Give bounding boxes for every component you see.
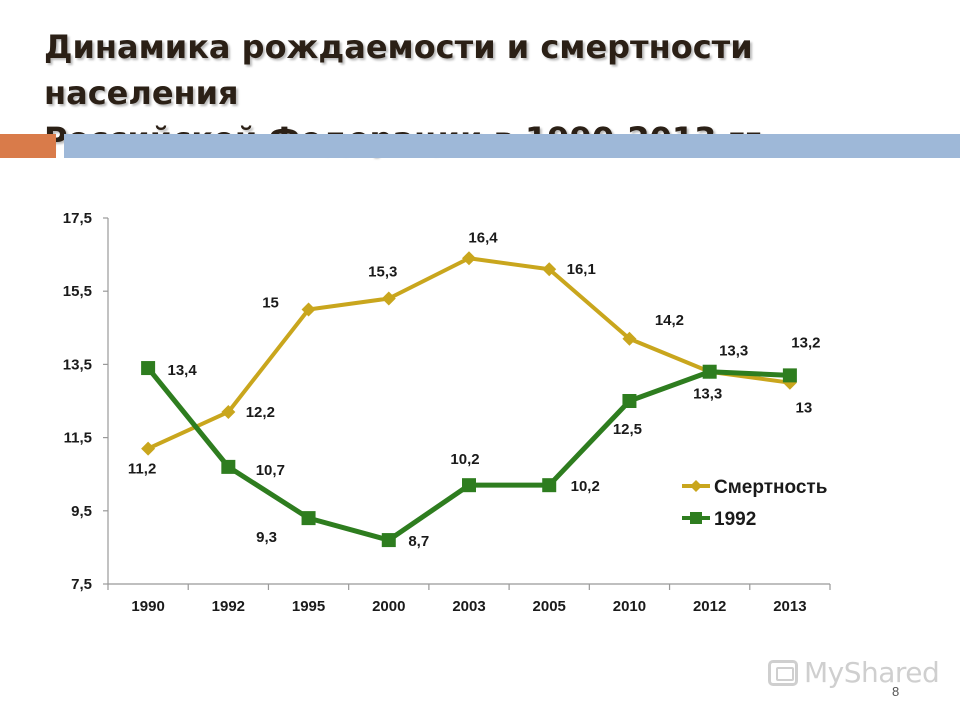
x-tick-label: 1992: [212, 598, 245, 615]
data-label: 14,2: [655, 312, 684, 329]
data-point-mortality: [622, 331, 637, 346]
data-point-1992: [542, 478, 557, 493]
accent-bar-orange: [0, 134, 56, 158]
data-point-mortality: [141, 441, 156, 456]
x-tick-label: 2010: [613, 598, 646, 615]
data-point-1992: [622, 394, 637, 408]
data-point-1992: [702, 364, 717, 379]
data-label: 9,3: [256, 529, 277, 546]
data-label: 13: [796, 400, 813, 417]
accent-bar-blue: [64, 134, 960, 158]
data-label: 13,2: [791, 334, 820, 351]
y-tick-label: 7,5: [71, 576, 92, 593]
data-label: 16,1: [567, 261, 596, 278]
data-label: 8,7: [408, 533, 429, 550]
data-point-mortality: [301, 302, 316, 317]
data-label: 13,4: [168, 362, 198, 379]
y-tick-label: 9,5: [71, 503, 92, 520]
x-tick-label: 2000: [372, 598, 405, 615]
data-point-mortality: [221, 404, 236, 419]
page-number: 8: [892, 684, 900, 699]
x-tick-label: 2012: [693, 598, 726, 615]
data-point-1992: [782, 368, 797, 383]
y-tick-label: 13,5: [63, 356, 92, 373]
x-tick-label: 2013: [773, 598, 806, 615]
x-tick-label: 1990: [131, 598, 164, 615]
data-point-mortality: [542, 262, 557, 277]
watermark-text: MyShared: [804, 656, 940, 689]
y-tick-label: 15,5: [63, 283, 92, 300]
x-tick-label: 2005: [533, 598, 566, 615]
data-point-1992: [462, 478, 476, 493]
data-point-mortality: [381, 291, 396, 306]
data-label: 12,5: [613, 421, 642, 438]
y-tick-label: 11,5: [64, 430, 92, 447]
data-label: 15,3: [368, 264, 397, 281]
data-label: 16,4: [468, 229, 498, 246]
x-tick-label: 1995: [292, 598, 325, 615]
myshared-logo-icon: [768, 659, 798, 686]
data-point-1992: [141, 361, 156, 376]
series-line-mortality: [147, 256, 791, 451]
y-tick-label: 17,5: [63, 210, 92, 227]
data-point-1992: [301, 511, 316, 526]
x-tick-label: 2003: [452, 598, 485, 615]
legend-label: Смертность: [714, 477, 827, 498]
data-point-1992: [221, 459, 236, 474]
title-line-1: Динамика рождаемости и смертности населе…: [44, 28, 753, 112]
data-label: 10,2: [571, 478, 600, 495]
data-label: 12,2: [246, 404, 275, 421]
data-label: 13,3: [719, 343, 748, 360]
legend-label: 1992: [714, 509, 756, 530]
data-label: 13,3: [693, 386, 722, 403]
legend-marker-diamond: [690, 480, 702, 492]
data-label: 11,2: [128, 461, 156, 478]
data-label: 10,2: [450, 451, 479, 468]
data-label: 10,7: [256, 462, 285, 479]
watermark: MyShared: [768, 656, 940, 689]
data-point-mortality: [462, 251, 476, 266]
data-label: 15: [262, 295, 279, 312]
data-point-1992: [381, 533, 396, 548]
legend-marker-square: [690, 512, 702, 524]
